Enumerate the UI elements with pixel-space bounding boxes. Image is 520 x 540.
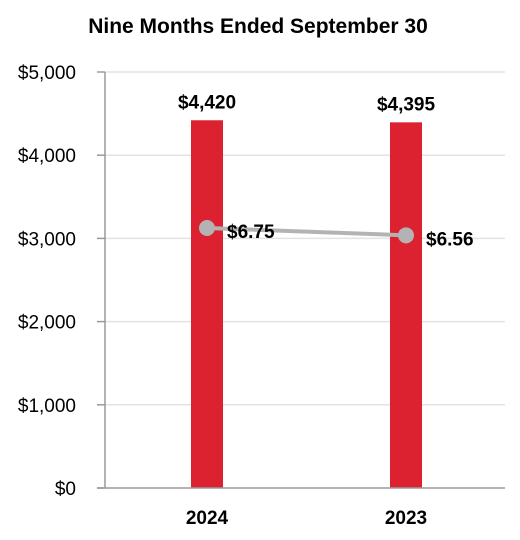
line-point	[199, 220, 215, 236]
y-tick-label: $4,000	[18, 146, 76, 167]
y-tick-label: $1,000	[18, 396, 76, 417]
y-axis: $0 $1,000 $2,000 $3,000 $4,000 $5,000	[18, 63, 106, 500]
line-series: $6.75 $6.56	[199, 220, 474, 250]
y-tick-label: $5,000	[18, 63, 76, 84]
x-tick-label: 2023	[385, 508, 427, 529]
point-label: $6.56	[426, 229, 474, 250]
x-tick-label: 2024	[186, 508, 229, 529]
x-axis: 2024 2023	[97, 487, 505, 529]
gridlines	[105, 71, 505, 406]
bar-2023	[390, 122, 422, 488]
bar-label: $4,395	[377, 94, 436, 115]
chart-title: Nine Months Ended September 30	[88, 15, 428, 38]
line-point	[398, 227, 414, 244]
bar-2024	[191, 120, 223, 489]
point-label: $6.75	[227, 222, 275, 243]
series-line	[206, 226, 407, 238]
y-tick-label: $0	[55, 479, 76, 500]
y-tick-label: $2,000	[18, 313, 76, 334]
bars: $4,420 $4,395	[178, 92, 436, 489]
y-tick-label: $3,000	[18, 229, 76, 250]
bar-label: $4,420	[178, 92, 236, 113]
